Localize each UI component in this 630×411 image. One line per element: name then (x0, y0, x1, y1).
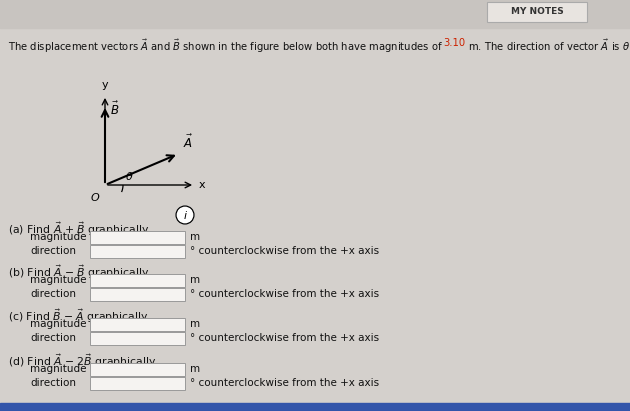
Text: $\vec{A}$: $\vec{A}$ (183, 134, 193, 151)
Bar (90, 245, 185, 258)
Bar (90, 288, 185, 300)
Text: 3.10: 3.10 (443, 38, 465, 48)
Text: magnitude: magnitude (30, 319, 86, 329)
Bar (90, 273, 185, 286)
Text: $\theta$: $\theta$ (125, 170, 134, 182)
Text: x: x (199, 180, 205, 190)
Text: O: O (90, 193, 99, 203)
Bar (90, 376, 185, 390)
Text: (b) Find $\vec{A}$ − $\vec{B}$ graphically.: (b) Find $\vec{A}$ − $\vec{B}$ graphical… (8, 263, 152, 281)
Bar (90, 318, 185, 330)
Text: direction: direction (30, 289, 76, 299)
Text: m. The direction of vector $\vec{A}$ is $\theta$ =: m. The direction of vector $\vec{A}$ is … (465, 38, 630, 53)
Bar (90, 363, 185, 376)
Text: y: y (101, 80, 108, 90)
Text: ° counterclockwise from the +x axis: ° counterclockwise from the +x axis (190, 378, 379, 388)
Text: magnitude: magnitude (30, 275, 86, 285)
Text: m: m (190, 232, 200, 242)
Text: ° counterclockwise from the +x axis: ° counterclockwise from the +x axis (190, 333, 379, 343)
Text: direction: direction (30, 378, 76, 388)
Text: MY NOTES: MY NOTES (511, 7, 563, 16)
Bar (90, 231, 185, 243)
Bar (0, 403, 630, 411)
FancyBboxPatch shape (487, 2, 587, 22)
Text: direction: direction (30, 246, 76, 256)
Text: (c) Find $\vec{B}$ − $\vec{A}$ graphically.: (c) Find $\vec{B}$ − $\vec{A}$ graphical… (8, 307, 151, 325)
Text: m: m (190, 319, 200, 329)
Text: (d) Find $\vec{A}$ − 2$\vec{B}$ graphically.: (d) Find $\vec{A}$ − 2$\vec{B}$ graphica… (8, 352, 159, 370)
Text: $\vec{B}$: $\vec{B}$ (110, 101, 119, 118)
Text: magnitude: magnitude (30, 232, 86, 242)
Text: The displacement vectors $\vec{A}$ and $\vec{B}$ shown in the figure below both : The displacement vectors $\vec{A}$ and $… (8, 38, 443, 55)
Text: (a) Find $\vec{A}$ + $\vec{B}$ graphically.: (a) Find $\vec{A}$ + $\vec{B}$ graphical… (8, 220, 152, 238)
Text: m: m (190, 364, 200, 374)
Text: ° counterclockwise from the +x axis: ° counterclockwise from the +x axis (190, 289, 379, 299)
Text: direction: direction (30, 333, 76, 343)
Bar (90, 332, 185, 344)
Text: magnitude: magnitude (30, 364, 86, 374)
Bar (0, 0, 630, 28)
Text: ° counterclockwise from the +x axis: ° counterclockwise from the +x axis (190, 246, 379, 256)
Circle shape (176, 206, 194, 224)
Text: i: i (183, 211, 186, 221)
Text: m: m (190, 275, 200, 285)
